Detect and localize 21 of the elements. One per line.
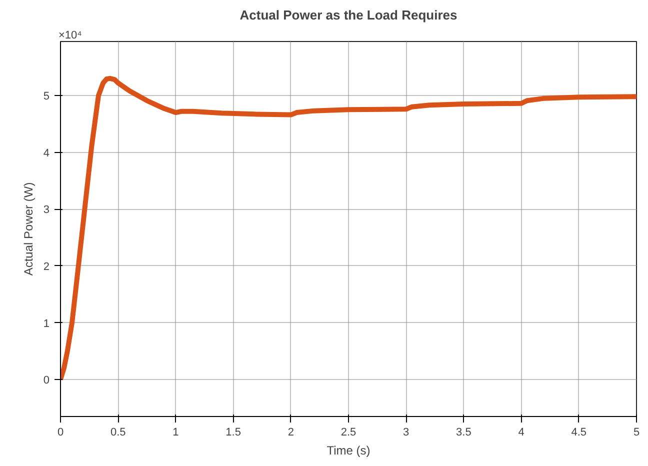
x-tick-label: 0.5 [110,426,126,438]
y-tick-label: 2 [43,260,50,273]
text: ×10⁴ [58,30,82,42]
x-axis-title: Time (s) [326,444,370,458]
x-tick-label: 2 [288,426,294,438]
x-tick-label: 5 [633,426,640,438]
x-tick-label: 2.5 [340,426,356,438]
chart-title: Actual Power as the Load Requires [240,8,458,22]
x-tick-label: 1.5 [226,426,241,438]
x-tick-label: 4 [518,426,524,438]
y-axis-title: Actual Power (W) [21,182,36,276]
x-tick-label: 3.5 [456,426,472,438]
x-tick-label: 1 [172,426,179,438]
y-tick-label: 5 [43,90,50,102]
y-tick-label: 4 [43,147,50,160]
y-tick-label: 0 [43,374,50,387]
y-tick-label: 1 [43,318,50,330]
x-tick-label: 3 [403,426,410,438]
y-tick-label: 3 [43,204,50,216]
x-tick-label: 0 [57,426,64,438]
x-tick-label: 4.5 [571,426,587,438]
